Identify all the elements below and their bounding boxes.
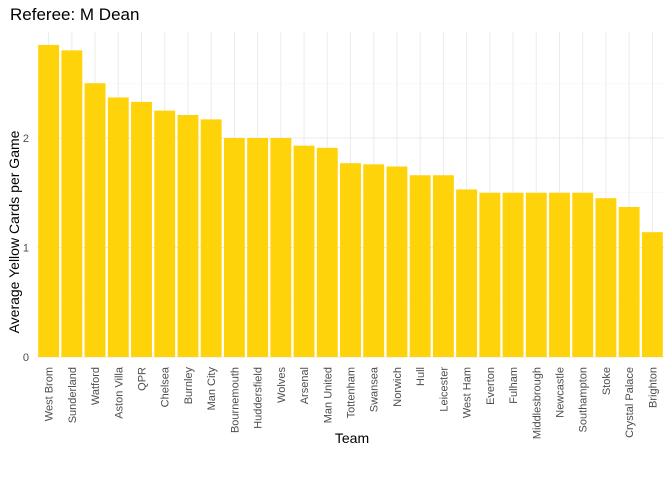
chart-title: Referee: M Dean: [10, 5, 139, 24]
x-tick-label: Bournemouth: [229, 367, 241, 433]
bar-watford: [84, 83, 106, 357]
y-tick-label: 2: [23, 133, 29, 145]
x-tick-label: Tottenham: [346, 367, 358, 418]
bar-tottenham: [340, 163, 361, 357]
bars: [38, 44, 663, 358]
x-tick-label: Crystal Palace: [624, 367, 636, 438]
x-tick-label: Stoke: [601, 367, 613, 395]
x-tick-label: Swansea: [369, 366, 381, 412]
x-tick-label: Leicester: [438, 367, 450, 412]
x-tick-label: QPR: [137, 367, 149, 391]
bar-man-united: [316, 147, 338, 357]
x-tick-label: Newcastle: [555, 367, 567, 418]
y-axis-ticks: 0 1 2: [23, 133, 29, 364]
bar-arsenal: [293, 145, 315, 357]
x-tick-label: Brighton: [647, 367, 659, 408]
x-tick-label: Man United: [322, 367, 334, 423]
x-tick-label: Aston Villa: [113, 366, 125, 419]
x-tick-label: Hull: [415, 367, 427, 386]
x-axis-title: Team: [335, 430, 369, 446]
y-tick-label: 0: [23, 352, 29, 364]
bar-fulham: [502, 192, 524, 357]
bar-aston-villa: [107, 97, 129, 358]
bar-newcastle: [549, 192, 570, 357]
bar-chelsea: [154, 110, 176, 357]
bar-stoke: [595, 198, 617, 357]
x-tick-label: Watford: [90, 367, 102, 405]
bar-hull: [409, 175, 431, 357]
x-tick-label: West Ham: [462, 367, 474, 418]
bar-leicester: [432, 175, 454, 357]
x-tick-label: Southampton: [578, 367, 590, 432]
bar-sunderland: [61, 50, 83, 358]
x-tick-label: Man City: [206, 367, 218, 411]
x-tick-label: Huddersfield: [253, 367, 265, 429]
x-tick-label: Wolves: [276, 367, 288, 403]
y-tick-label: 1: [23, 243, 29, 255]
bar-west-brom: [38, 44, 60, 358]
x-tick-label: Chelsea: [160, 366, 172, 407]
bar-wolves: [270, 138, 292, 357]
x-tick-label: Middlesbrough: [531, 367, 543, 439]
x-tick-label: Arsenal: [299, 367, 311, 404]
bar-huddersfield: [247, 138, 269, 357]
bar-swansea: [363, 164, 385, 357]
x-tick-label: Sunderland: [67, 367, 79, 423]
x-tick-label: Everton: [485, 367, 497, 405]
bar-qpr: [131, 101, 152, 358]
bar-norwich: [386, 166, 408, 357]
x-tick-label: Burnley: [183, 367, 195, 405]
bar-man-city: [200, 119, 222, 357]
x-axis-ticks: West Brom Sunderland Watford Aston Villa QPR…: [44, 366, 660, 439]
bar-everton: [479, 192, 501, 357]
bar-middlesbrough: [525, 192, 547, 357]
y-axis-title: Average Yellow Cards per Game: [6, 130, 22, 333]
bar-burnley: [177, 115, 199, 357]
x-tick-label: Norwich: [392, 367, 404, 407]
bar-brighton: [641, 232, 663, 357]
bar-southampton: [572, 192, 594, 357]
bar-bournemouth: [223, 138, 245, 357]
bar-crystal-palace: [618, 206, 640, 357]
x-tick-label: West Brom: [44, 367, 56, 421]
bar-west-ham: [456, 189, 478, 357]
x-tick-label: Fulham: [508, 367, 520, 404]
